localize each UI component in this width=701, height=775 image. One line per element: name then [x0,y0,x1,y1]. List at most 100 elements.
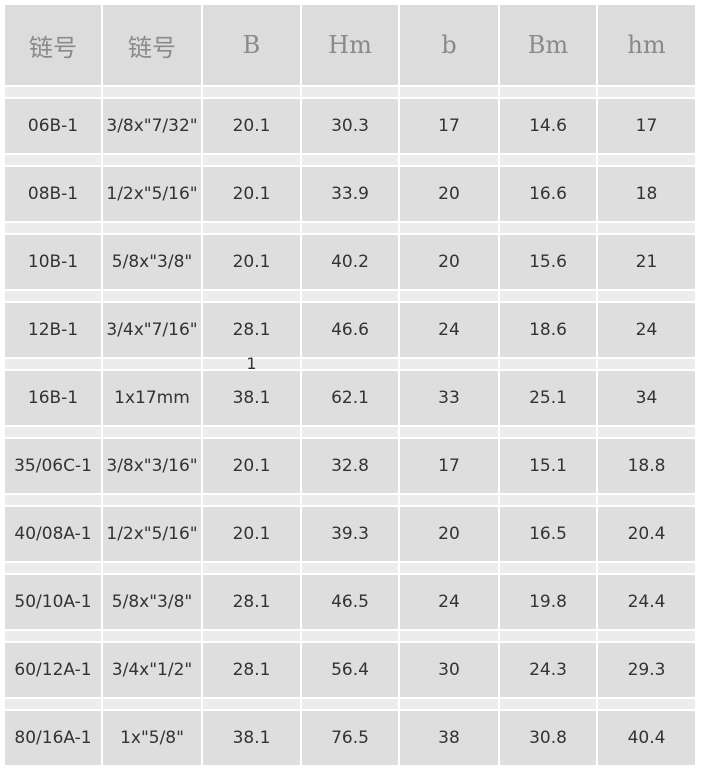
spacer-cell: 1 [203,356,300,372]
spacer-cell [302,563,398,573]
table-cell: 3/8x"3/16" [103,439,201,493]
spacer-cell [5,699,101,709]
spacer-cell [103,359,201,369]
table-cell: 24 [400,575,498,629]
spacer-cell [203,563,300,573]
table-cell: 35/06C-1 [5,439,101,493]
table-row: 08B-1 1/2x"5/16" 20.1 33.9 20 16.6 18 [5,167,695,221]
table-cell: 16.5 [500,507,596,561]
spacer-cell [203,291,300,301]
table-cell: 50/10A-1 [5,575,101,629]
table-row: 12B-1 3/4x"7/16" 28.1 46.6 24 18.6 24 [5,303,695,357]
spacer-cell [302,359,398,369]
spacer-cell [500,495,596,505]
table-cell: 34 [598,371,695,425]
spacer-cell [500,155,596,165]
table-cell: 1/2x"5/16" [103,167,201,221]
spacer-cell [500,427,596,437]
table-cell: 18 [598,167,695,221]
spacer-cell [103,495,201,505]
table-cell: 24.4 [598,575,695,629]
table-cell: 18.6 [500,303,596,357]
table-cell: 38.1 [203,371,300,425]
spacer-cell [302,155,398,165]
table-cell: 29.3 [598,643,695,697]
spacer-cell [400,87,498,97]
table-cell: 28.1 [203,303,300,357]
table-cell: 20 [400,235,498,289]
table-cell: 1x17mm [103,371,201,425]
spacer-row [5,87,695,97]
table-cell: 28.1 [203,643,300,697]
column-header: Hm [302,5,398,85]
spacer-cell [500,223,596,233]
spacer-cell [302,699,398,709]
spacer-cell [302,87,398,97]
spacer-cell [5,359,101,369]
table-row: 80/16A-1 1x"5/8" 38.1 76.5 38 30.8 40.4 [5,711,695,765]
table-cell: 62.1 [302,371,398,425]
table-cell: 5/8x"3/8" [103,575,201,629]
spacer-cell [103,155,201,165]
spacer-cell [598,359,695,369]
column-header: 链号 [5,5,101,85]
table-row: 50/10A-1 5/8x"3/8" 28.1 46.5 24 19.8 24.4 [5,575,695,629]
table-cell: 20 [400,167,498,221]
table-cell: 24 [400,303,498,357]
spacer-cell [400,495,498,505]
spacer-row: 1 [5,356,695,372]
spacer-cell [302,223,398,233]
table-cell: 1/2x"5/16" [103,507,201,561]
table-cell: 60/12A-1 [5,643,101,697]
table-cell: 38.1 [203,711,300,765]
table-cell: 3/4x"1/2" [103,643,201,697]
table-cell: 40.4 [598,711,695,765]
table-cell: 14.6 [500,99,596,153]
spacer-cell [400,155,498,165]
spacer-cell [598,631,695,641]
spacer-cell [103,699,201,709]
spacer-cell [302,495,398,505]
table-cell: 17 [400,99,498,153]
spacer-cell [500,359,596,369]
column-header: Bm [500,5,596,85]
table-cell: 16B-1 [5,371,101,425]
table-cell: 80/16A-1 [5,711,101,765]
spacer-cell [5,427,101,437]
table-cell: 3/4x"7/16" [103,303,201,357]
spacer-cell [598,495,695,505]
spacer-cell [5,631,101,641]
spacer-cell [302,291,398,301]
spacer-cell [203,427,300,437]
spacer-cell [400,359,498,369]
chain-spec-table: 链号 链号 B Hm b Bm hm 06B-1 3/8x"7/32" 20.1 30.3 17 14… [3,3,697,767]
table-cell: 40/08A-1 [5,507,101,561]
table-cell: 24 [598,303,695,357]
spacer-cell [203,223,300,233]
table-cell: 19.8 [500,575,596,629]
table-cell: 20.1 [203,167,300,221]
table-cell: 30.3 [302,99,398,153]
table-cell: 12B-1 [5,303,101,357]
spacer-cell [500,87,596,97]
column-header: B [203,5,300,85]
table-cell: 40.2 [302,235,398,289]
table-row: 16B-1 1x17mm 38.1 62.1 33 25.1 34 [5,371,695,425]
table-cell: 46.5 [302,575,398,629]
spacer-cell [5,291,101,301]
table-cell: 20.1 [203,99,300,153]
spacer-cell [400,563,498,573]
spacer-cell [103,291,201,301]
table-cell: 20.1 [203,507,300,561]
table-cell: 28.1 [203,575,300,629]
spacer-cell [598,563,695,573]
spacer-cell [103,563,201,573]
spacer-cell [5,563,101,573]
spacer-cell [5,495,101,505]
table-cell: 24.3 [500,643,596,697]
table-cell: 56.4 [302,643,398,697]
table-cell: 20.4 [598,507,695,561]
spacer-cell [103,87,201,97]
spacer-row [5,427,695,437]
table-cell: 5/8x"3/8" [103,235,201,289]
